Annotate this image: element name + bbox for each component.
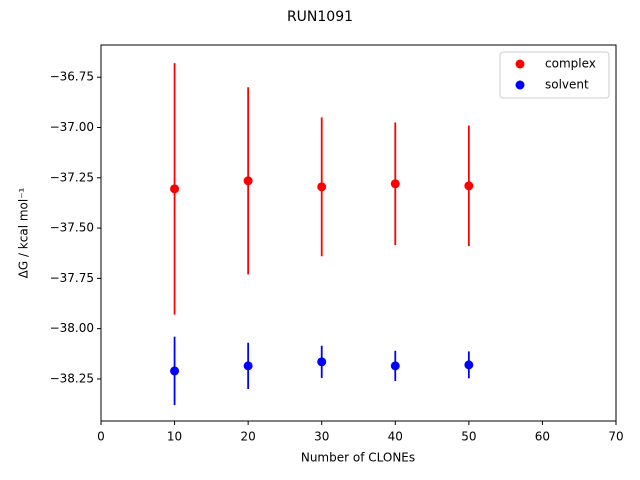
legend-box (499, 51, 610, 99)
point (170, 366, 180, 376)
x-axis-label: Number of CLONEs (301, 451, 415, 465)
point (243, 361, 253, 371)
y-tick-label: −37.50 (50, 221, 94, 235)
x-tick-label: 0 (97, 430, 105, 444)
point (464, 360, 474, 370)
y-tick-label: −37.00 (50, 120, 94, 134)
y-tick-label: −38.00 (50, 321, 94, 335)
y-tick-label: −36.75 (50, 70, 94, 84)
y-tick-label: −38.25 (50, 371, 94, 385)
x-tick-label: 70 (608, 430, 623, 444)
legend-label: complex (545, 57, 596, 71)
legend-marker (515, 59, 525, 69)
point (390, 361, 400, 371)
point (243, 176, 253, 186)
point (317, 182, 327, 192)
x-tick-label: 10 (167, 430, 182, 444)
legend-label: solvent (545, 78, 589, 92)
point (317, 357, 327, 367)
y-tick-label: −37.75 (50, 271, 94, 285)
x-tick-label: 20 (241, 430, 256, 444)
point (170, 184, 180, 194)
point (464, 181, 474, 191)
point (390, 179, 400, 189)
x-tick-label: 40 (388, 430, 403, 444)
plot-frame (100, 44, 617, 422)
x-tick-label: 30 (314, 430, 329, 444)
chart-title: RUN1091 (287, 9, 353, 25)
legend-marker (515, 80, 525, 90)
y-axis-label: ΔG / kcal mol⁻¹ (17, 187, 31, 278)
y-tick-label: −37.25 (50, 170, 94, 184)
x-tick-label: 60 (535, 430, 550, 444)
x-tick-label: 50 (461, 430, 476, 444)
